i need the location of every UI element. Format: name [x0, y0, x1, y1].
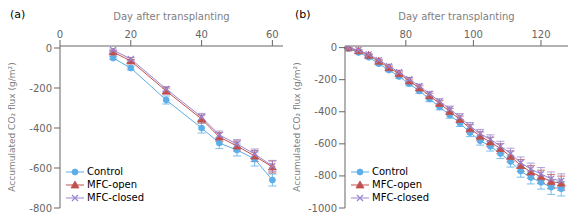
html-text:MFC-closed: MFC-closed	[372, 192, 430, 203]
svg-text:-800: -800	[29, 203, 52, 212]
html-text:MFC-open: MFC-open	[372, 179, 423, 190]
svg-text:Day after transplanting: Day after transplanting	[398, 11, 514, 22]
html-text:(b): (b)	[295, 8, 311, 21]
html-text:Control: Control	[87, 166, 124, 177]
svg-text:0: 0	[46, 43, 52, 54]
svg-text:-1000: -1000	[308, 203, 337, 212]
svg-text:-600: -600	[314, 138, 337, 149]
svg-text:20: 20	[124, 29, 137, 40]
svg-text:-200: -200	[29, 83, 52, 94]
svg-text:-400: -400	[29, 123, 52, 134]
svg-text:0: 0	[57, 29, 63, 40]
html-text:MFC-open: MFC-open	[87, 179, 138, 190]
svg-text:-200: -200	[314, 74, 337, 85]
html-text:Control: Control	[372, 166, 409, 177]
svg-text:Accumulated CO₂ flux (g/m²): Accumulated CO₂ flux (g/m²)	[8, 62, 17, 191]
svg-text:0: 0	[331, 42, 337, 53]
svg-text:-600: -600	[29, 163, 52, 174]
svg-text:-800: -800	[314, 170, 337, 181]
html-text:(a): (a)	[10, 8, 26, 21]
svg-text:100: 100	[464, 29, 483, 40]
svg-text:80: 80	[399, 29, 412, 40]
svg-text:60: 60	[266, 29, 279, 40]
svg-text:40: 40	[195, 29, 208, 40]
svg-text:-400: -400	[314, 106, 337, 117]
svg-text:120: 120	[531, 29, 550, 40]
svg-text:Accumulated CO₂ flux (g/m²): Accumulated CO₂ flux (g/m²)	[293, 62, 302, 191]
svg-text:Day after transplanting: Day after transplanting	[113, 11, 229, 22]
html-text:MFC-closed: MFC-closed	[87, 192, 145, 203]
